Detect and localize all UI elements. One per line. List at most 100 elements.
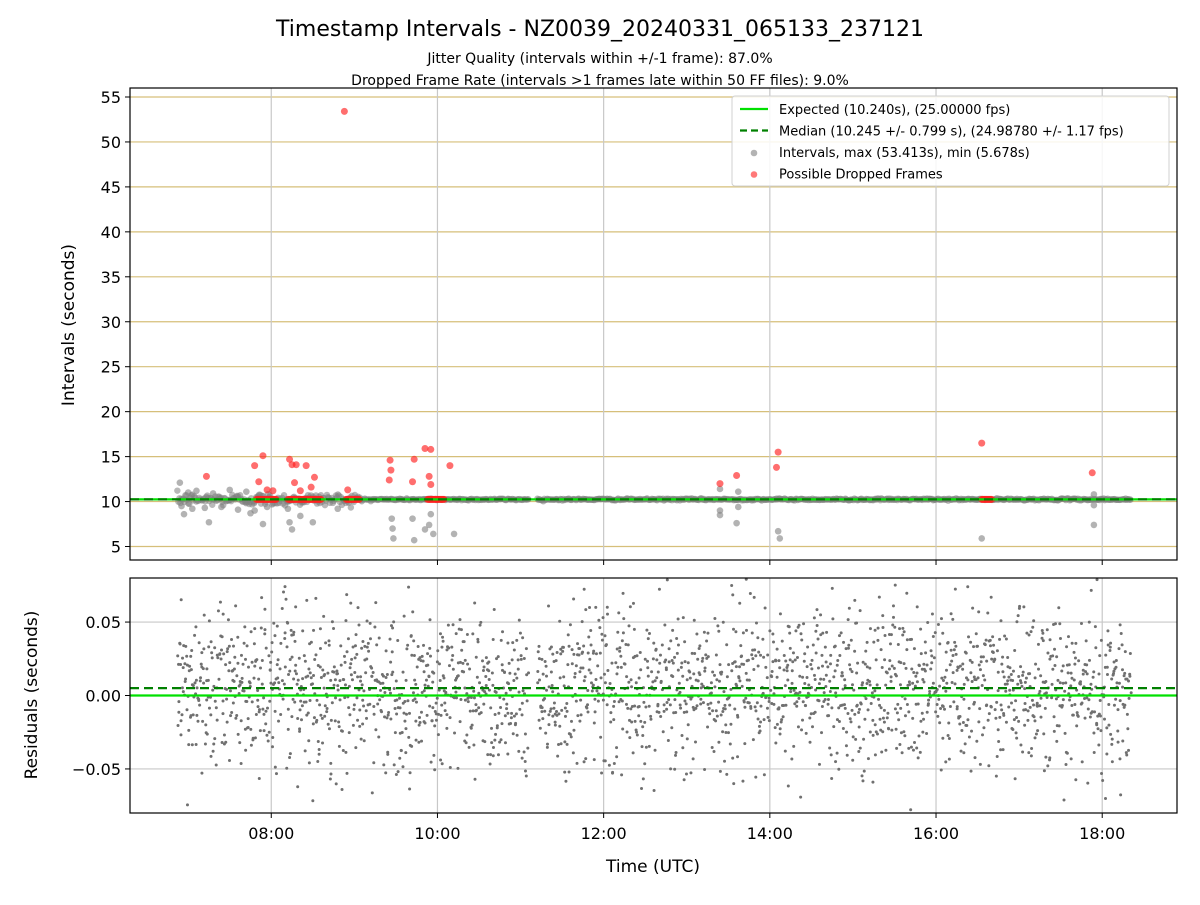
residual-point	[741, 779, 745, 783]
residual-point	[1035, 704, 1039, 708]
residual-point	[667, 698, 671, 702]
residual-point	[1114, 659, 1118, 663]
residual-point	[428, 704, 432, 708]
residual-point	[800, 728, 804, 732]
residual-point	[196, 719, 200, 723]
residual-point	[987, 764, 991, 768]
residual-point	[673, 655, 677, 659]
residual-point	[361, 722, 365, 726]
residual-point	[350, 657, 354, 661]
residual-point	[751, 657, 755, 661]
residual-point	[1102, 717, 1106, 721]
residual-point	[199, 676, 203, 680]
residual-point	[179, 733, 183, 737]
residual-point	[250, 660, 254, 664]
residual-point	[251, 736, 255, 740]
dropped-frame-point	[387, 466, 395, 474]
residual-point	[550, 683, 554, 687]
residual-point	[559, 647, 563, 651]
residual-point	[619, 654, 623, 658]
residual-point	[370, 791, 374, 795]
residual-point	[658, 661, 662, 665]
residual-point	[513, 672, 517, 676]
residual-point	[431, 706, 435, 710]
residual-point	[983, 643, 987, 647]
residual-point	[930, 654, 934, 658]
residual-point	[1021, 670, 1025, 674]
residual-point	[436, 712, 440, 716]
residual-point	[639, 668, 643, 672]
residual-point	[647, 704, 651, 708]
residual-point	[660, 643, 664, 647]
residual-point	[487, 669, 491, 673]
residual-point	[974, 632, 978, 636]
residual-point	[403, 719, 407, 723]
residual-point	[814, 629, 818, 633]
residual-point	[224, 740, 228, 744]
residual-point	[916, 702, 920, 706]
residual-point	[751, 738, 755, 742]
residual-point	[451, 653, 455, 657]
residual-point	[884, 748, 888, 752]
residual-point	[921, 677, 925, 681]
y-tick-label: 0.00	[85, 687, 121, 706]
residual-point	[426, 684, 430, 688]
residual-point	[922, 680, 926, 684]
residual-point	[543, 659, 547, 663]
residual-point	[962, 697, 966, 701]
residual-point	[638, 651, 642, 655]
residual-point	[894, 674, 898, 678]
residual-point	[953, 640, 957, 644]
residual-point	[632, 627, 636, 631]
residual-point	[312, 628, 316, 632]
residual-point	[326, 671, 330, 675]
residual-point	[1011, 688, 1015, 692]
residual-point	[345, 593, 349, 597]
residual-point	[537, 657, 541, 661]
residual-point	[629, 707, 633, 711]
residual-point	[337, 720, 341, 724]
residual-point	[1045, 628, 1049, 632]
residual-point	[999, 703, 1003, 707]
residual-point	[986, 718, 990, 722]
bottom-xlabel: Time (UTC)	[605, 857, 700, 877]
residual-point	[875, 683, 879, 687]
residual-point	[239, 762, 243, 766]
residual-point	[727, 663, 731, 667]
residual-point	[616, 665, 620, 669]
residual-point	[538, 726, 542, 730]
residual-point	[1127, 748, 1131, 752]
residual-point	[631, 751, 635, 755]
residual-point	[812, 673, 816, 677]
residual-point	[466, 700, 470, 704]
residual-point	[207, 645, 211, 649]
residual-point	[866, 708, 870, 712]
residual-point	[634, 730, 638, 734]
residual-point	[664, 658, 668, 662]
residual-point	[783, 684, 787, 688]
residual-point	[1053, 664, 1057, 668]
residual-point	[1000, 662, 1004, 666]
residual-point	[643, 720, 647, 724]
residual-point	[372, 704, 376, 708]
residual-point	[312, 716, 316, 720]
residual-point	[577, 646, 581, 650]
residual-point	[206, 678, 210, 682]
residual-point	[606, 668, 610, 672]
residual-point	[1048, 638, 1052, 642]
residual-point	[502, 697, 506, 701]
residual-point	[368, 621, 372, 625]
residual-point	[752, 595, 756, 599]
residual-point	[380, 710, 384, 714]
residual-point	[897, 718, 901, 722]
residual-point	[699, 697, 703, 701]
residual-point	[947, 736, 951, 740]
residual-point	[1098, 714, 1102, 718]
residual-point	[311, 799, 315, 803]
y-tick-label: 35	[101, 268, 121, 287]
residual-point	[364, 671, 368, 675]
residual-point	[211, 688, 215, 692]
residual-point	[591, 651, 595, 655]
residual-point	[769, 688, 773, 692]
residual-point	[408, 771, 412, 775]
